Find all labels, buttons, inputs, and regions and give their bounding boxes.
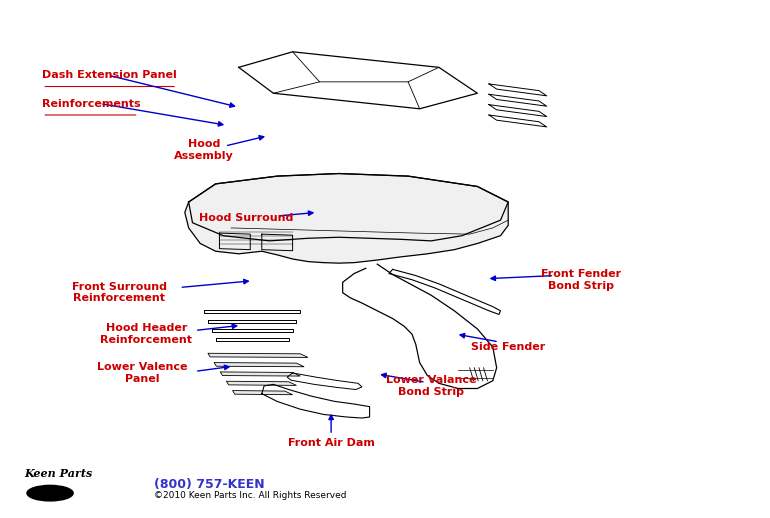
Text: Keen Parts: Keen Parts [25,468,93,479]
Polygon shape [214,363,304,367]
Text: Front Fender
Bond Strip: Front Fender Bond Strip [541,269,621,291]
Text: Reinforcements: Reinforcements [42,98,141,109]
Text: Hood
Assembly: Hood Assembly [174,139,234,161]
Polygon shape [208,353,308,357]
Text: Hood Header
Reinforcement: Hood Header Reinforcement [100,323,192,345]
Polygon shape [233,391,293,395]
Text: Front Surround
Reinforcement: Front Surround Reinforcement [72,282,167,304]
Text: (800) 757-KEEN: (800) 757-KEEN [154,478,265,491]
Text: Front Air Dam: Front Air Dam [288,438,374,448]
Text: Lower Valance
Bond Strip: Lower Valance Bond Strip [386,375,477,397]
Polygon shape [220,372,300,376]
Text: Hood Surround: Hood Surround [199,212,293,223]
Polygon shape [226,381,296,385]
Text: Dash Extension Panel: Dash Extension Panel [42,70,177,80]
Polygon shape [185,174,508,263]
Text: Lower Valence
Panel: Lower Valence Panel [97,362,188,384]
Text: ©2010 Keen Parts Inc. All Rights Reserved: ©2010 Keen Parts Inc. All Rights Reserve… [154,491,346,500]
Ellipse shape [27,485,73,501]
Text: Side Fender: Side Fender [471,342,545,352]
